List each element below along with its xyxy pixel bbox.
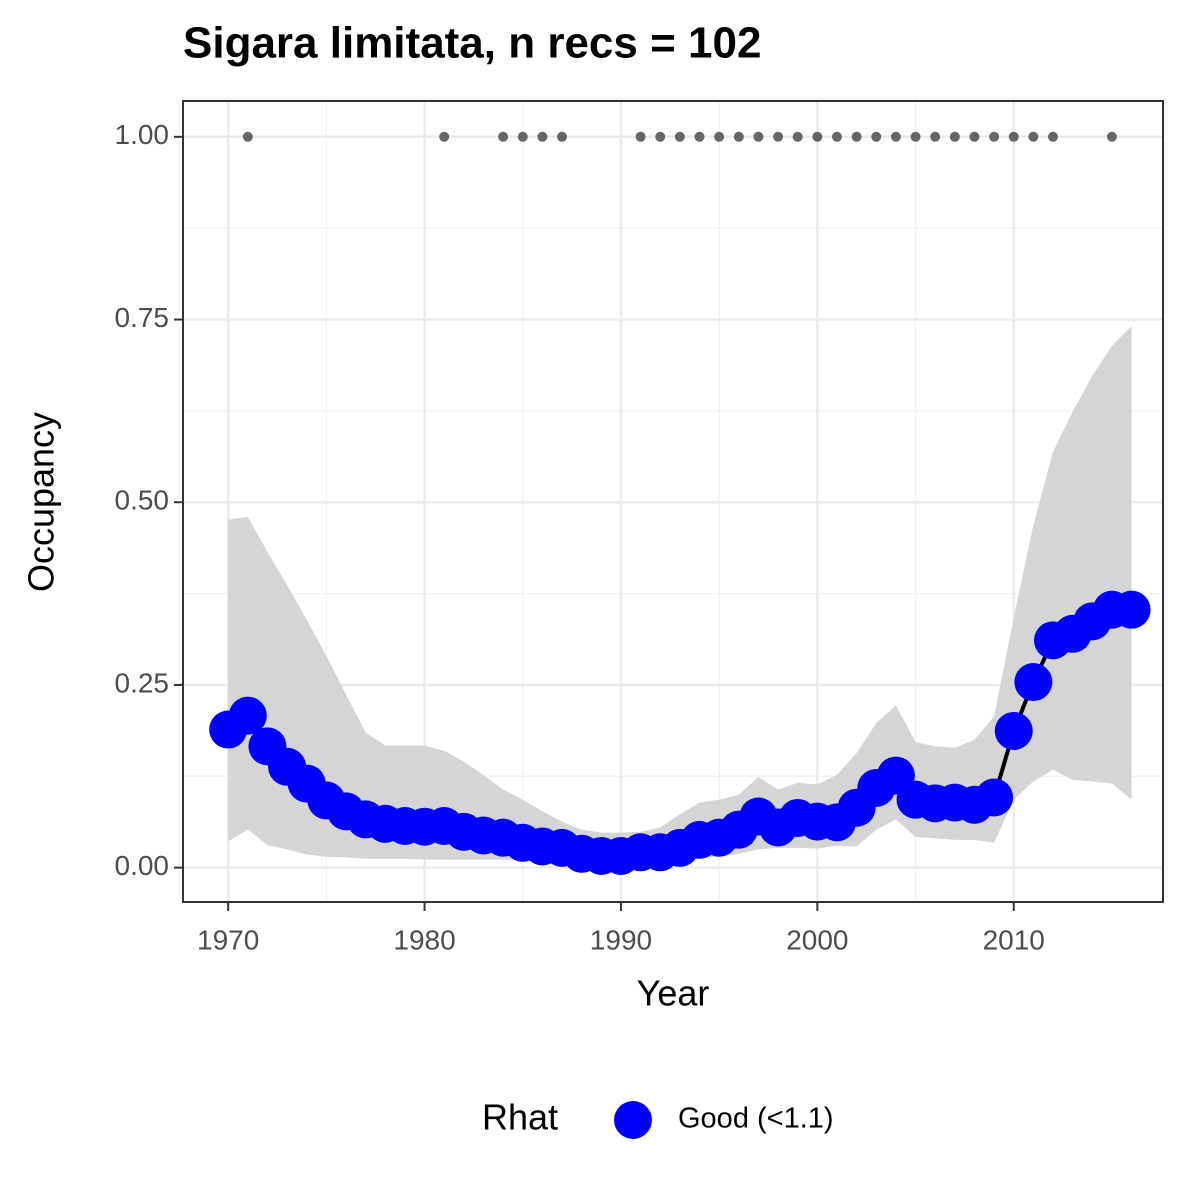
x-tick-label: 2010 (983, 924, 1045, 955)
record-point (753, 131, 764, 142)
legend-title: Rhat (482, 1097, 558, 1138)
record-point (773, 131, 784, 142)
record-point (439, 131, 450, 142)
y-tick-label: 0.25 (115, 667, 170, 698)
record-point (989, 131, 1000, 142)
point (1112, 590, 1151, 629)
chart-title: Sigara limitata, n recs = 102 (183, 19, 761, 68)
record-point (498, 131, 509, 142)
record-point (1106, 131, 1117, 142)
y-tick-label: 0.00 (115, 850, 170, 881)
x-tick-label: 2000 (786, 924, 848, 955)
legend-key (614, 1101, 652, 1139)
panel-border (182, 100, 1164, 903)
record-point (1008, 131, 1019, 142)
record-point (655, 131, 666, 142)
record-point (733, 131, 744, 142)
record-point (517, 131, 528, 142)
record-point (871, 131, 882, 142)
record-point (537, 131, 548, 142)
record-point (1028, 131, 1039, 142)
point (228, 696, 267, 735)
point (975, 778, 1014, 817)
record-point (949, 131, 960, 142)
x-tick-label: 1990 (590, 924, 652, 955)
point (994, 711, 1033, 750)
point (1014, 663, 1053, 702)
record-point (557, 131, 568, 142)
y-axis-title: Occupancy (21, 412, 62, 592)
record-point (910, 131, 921, 142)
legend-label: Good (<1.1) (678, 1103, 834, 1135)
record-point (890, 131, 901, 142)
y-tick-label: 1.00 (115, 119, 170, 150)
record-point (969, 131, 980, 142)
record-point (635, 131, 646, 142)
record-point (812, 131, 823, 142)
y-tick-label: 0.50 (115, 485, 170, 516)
x-tick-label: 1970 (197, 924, 259, 955)
record-point (930, 131, 941, 142)
y-tick-label: 0.75 (115, 302, 170, 333)
record-point (674, 131, 685, 142)
record-point (714, 131, 725, 142)
record-point (242, 131, 253, 142)
record-point (851, 131, 862, 142)
x-tick-label: 1980 (393, 924, 455, 955)
record-point (831, 131, 842, 142)
record-point (694, 131, 705, 142)
confidence-band (228, 326, 1132, 863)
x-axis-title: Year (637, 973, 710, 1014)
record-point (792, 131, 803, 142)
record-point (1048, 131, 1059, 142)
